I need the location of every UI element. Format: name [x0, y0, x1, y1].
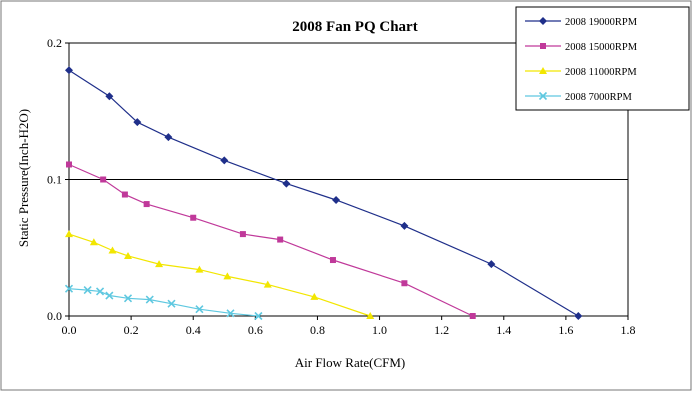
data-point: [121, 191, 128, 198]
data-point: [401, 280, 408, 287]
x-tick-label: 0.8: [310, 323, 325, 337]
data-point: [195, 305, 204, 314]
x-tick-label: 1.2: [434, 323, 449, 337]
data-point: [123, 294, 133, 303]
data-point: [83, 285, 92, 295]
data-point: [239, 231, 246, 238]
y-axis-label: Static Pressure(Inch-H2O): [16, 109, 31, 247]
data-point: [282, 179, 291, 188]
legend-label: 2008 7000RPM: [565, 92, 632, 103]
x-tick-label: 0.0: [62, 323, 77, 337]
data-point: [329, 257, 336, 264]
legend-marker: [539, 17, 547, 25]
data-point: [220, 156, 229, 165]
data-point: [105, 291, 114, 300]
data-point: [143, 201, 150, 208]
legend-box: [515, 6, 690, 111]
y-axis-ticks: 0.0 0.1 0.2: [47, 36, 69, 323]
data-point: [574, 312, 583, 320]
data-point: [195, 265, 204, 273]
x-axis-label: Air Flow Rate(CFM): [295, 355, 406, 370]
y-tick-label: 0.1: [47, 173, 62, 187]
legend-entry-2: 2008 11000RPM: [525, 67, 637, 78]
data-point: [167, 299, 176, 308]
data-point: [95, 287, 105, 296]
legend-entry-0: 2008 19000RPM: [525, 17, 638, 28]
data-point: [105, 92, 114, 101]
x-tick-label: 1.0: [372, 323, 387, 337]
data-point: [164, 133, 173, 142]
legend-marker: [539, 67, 547, 74]
data-point: [223, 272, 232, 280]
series-line: [68, 233, 371, 317]
legend-label: 2008 11000RPM: [565, 67, 637, 78]
data-point: [332, 195, 341, 204]
data-point: [263, 280, 272, 288]
data-point: [89, 238, 98, 246]
y-tick-label: 0.2: [47, 36, 62, 50]
x-tick-label: 1.8: [621, 323, 636, 337]
series-2: [65, 230, 375, 319]
legend-label: 2008 19000RPM: [565, 17, 638, 28]
series-line: [68, 288, 259, 317]
data-point: [133, 118, 142, 127]
data-point: [190, 214, 197, 221]
data-point: [108, 246, 117, 254]
data-point: [487, 260, 496, 269]
data-point: [226, 309, 235, 318]
series-line: [68, 69, 579, 317]
data-point: [64, 284, 74, 293]
legend-marker: [538, 91, 548, 101]
series-line: [68, 163, 473, 317]
data-point: [277, 236, 284, 243]
series-0: [65, 66, 583, 320]
legend-entry-1: 2008 15000RPM: [525, 42, 638, 53]
legend: 2008 19000RPM 2008 15000RPM 2008 11000RPM 2…: [515, 6, 690, 111]
data-point: [65, 230, 73, 238]
data-point: [155, 260, 164, 268]
y-tick-label: 0.0: [47, 309, 62, 323]
legend-entry-3: 2008 7000RPM: [525, 91, 632, 103]
x-axis-ticks: 0.0 0.2 0.4 0.6 0.8 1.0 1.2 1.4 1.6 1.8: [62, 316, 636, 337]
legend-marker: [540, 43, 546, 49]
data-point: [400, 221, 409, 230]
data-point: [65, 66, 73, 75]
x-tick-label: 0.2: [124, 323, 139, 337]
chart-title: 2008 Fan PQ Chart: [292, 19, 417, 35]
data-point: [124, 251, 133, 259]
x-tick-label: 1.6: [558, 323, 573, 337]
series-1: [66, 161, 476, 319]
data-point: [145, 295, 154, 304]
data-point: [310, 292, 319, 300]
x-tick-label: 0.4: [186, 323, 201, 337]
x-tick-label: 0.6: [248, 323, 263, 337]
legend-label: 2008 15000RPM: [565, 42, 638, 53]
series-3: [64, 284, 263, 321]
data-point: [254, 311, 263, 321]
x-tick-label: 1.4: [496, 323, 511, 337]
data-point: [100, 176, 107, 183]
data-point: [366, 312, 375, 319]
data-point: [66, 161, 72, 168]
series-group: [64, 66, 583, 321]
data-point: [469, 313, 476, 319]
